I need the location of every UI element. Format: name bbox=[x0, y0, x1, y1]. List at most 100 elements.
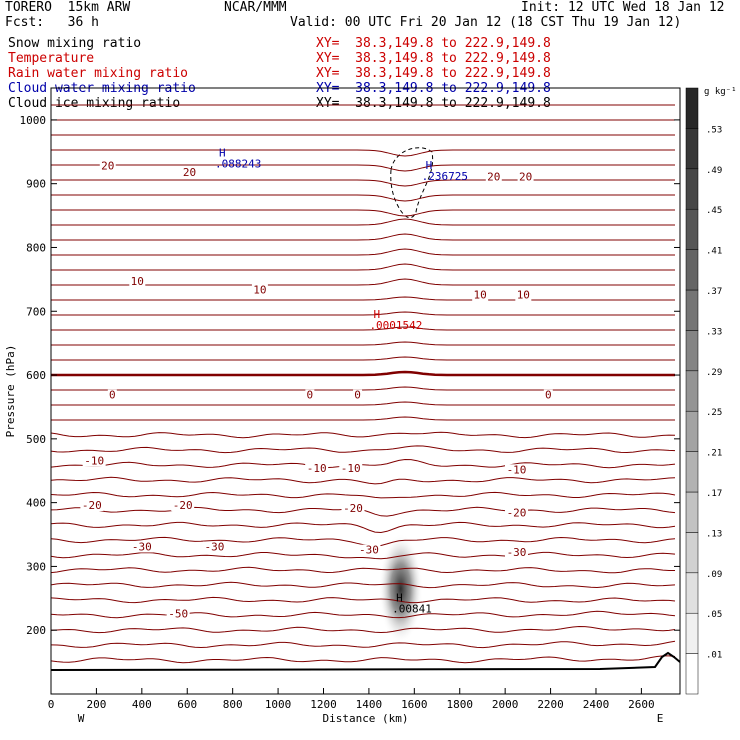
isotherm-line bbox=[51, 370, 675, 377]
legend-snow-name: Snow mixing ratio bbox=[8, 36, 142, 51]
colorbar-swatch bbox=[685, 208, 699, 250]
colorbar-tick-label: .41 bbox=[706, 247, 722, 257]
terrain-line bbox=[51, 651, 680, 671]
isotherm-line bbox=[51, 536, 676, 547]
x-tick-label: 800 bbox=[223, 698, 243, 711]
x-tick-label: 400 bbox=[132, 698, 152, 711]
isotherm-line bbox=[51, 551, 676, 560]
isotherm-line bbox=[51, 278, 675, 286]
temperature-contours bbox=[51, 104, 676, 664]
x-tick-label: 2000 bbox=[492, 698, 519, 711]
colorbar-swatch bbox=[685, 410, 699, 452]
isotherm-line bbox=[51, 149, 675, 157]
model-title: TORERO 15km ARW bbox=[5, 0, 131, 15]
legend-rain-name: Rain water mixing ratio bbox=[8, 66, 189, 81]
label-background bbox=[517, 171, 534, 183]
isotherm-label: 10 bbox=[474, 289, 487, 302]
label-background bbox=[341, 503, 365, 515]
colorbar-swatch bbox=[685, 330, 699, 372]
colorbar-tick-label: .09 bbox=[706, 570, 722, 580]
isotherm-line bbox=[51, 401, 675, 406]
label-background bbox=[130, 541, 154, 553]
snow-field-shade bbox=[378, 533, 423, 644]
isotherm-line bbox=[51, 610, 676, 619]
isotherm-label: 0 bbox=[354, 389, 361, 402]
label-background bbox=[472, 289, 489, 301]
label-background bbox=[202, 541, 226, 553]
colorbar-tick-label: .21 bbox=[706, 449, 722, 459]
isotherm-line bbox=[51, 566, 675, 574]
isotherm-line bbox=[51, 233, 675, 241]
colorbar-swatch bbox=[685, 168, 699, 210]
isotherm-label: 10 bbox=[253, 283, 266, 296]
contour-labels: -50 -30 -30 -30 -30 -20 -20 -20 -20 -10 -10 -10 -10 0… bbox=[80, 160, 553, 620]
colorbar-swatch bbox=[685, 249, 699, 291]
colorbar-swatch bbox=[685, 572, 699, 614]
isotherm-line bbox=[51, 581, 676, 589]
y-tick-label: 800 bbox=[26, 241, 46, 254]
label-background bbox=[181, 167, 198, 179]
isotherm-label: 20 bbox=[519, 170, 532, 183]
isotherm-label: -30 bbox=[359, 544, 379, 557]
isotherm-label: 20 bbox=[101, 160, 114, 173]
isotherm-label: -10 bbox=[507, 463, 527, 476]
colorbar-tick-label: .13 bbox=[706, 529, 722, 539]
isotherm-label: 0 bbox=[109, 389, 116, 402]
colorbar-swatch bbox=[685, 653, 699, 695]
label-background bbox=[505, 547, 529, 559]
isotherm-line bbox=[51, 356, 675, 361]
y-tick-label: 200 bbox=[26, 624, 46, 637]
isotherm-line bbox=[51, 458, 676, 469]
legend-cloudice-xy: XY= 38.3,149.8 to 222.9,149.8 bbox=[316, 96, 551, 111]
isotherm-line bbox=[51, 263, 675, 271]
label-background bbox=[99, 160, 116, 172]
legend-temp-name: Temperature bbox=[8, 51, 95, 66]
isotherm-line bbox=[51, 341, 675, 346]
x-axis-title: Distance (km) bbox=[322, 712, 408, 725]
isotherm-line bbox=[51, 445, 676, 454]
colorbar-swatch bbox=[685, 491, 699, 533]
isotherm-label: -20 bbox=[82, 499, 102, 512]
isotherm-label: 20 bbox=[183, 166, 196, 179]
colorbar-swatch bbox=[685, 370, 699, 412]
isotherm-label: 0 bbox=[545, 389, 552, 402]
init-time: Init: 12 UTC Wed 18 Jan 12 bbox=[521, 0, 725, 15]
label-background bbox=[339, 463, 363, 475]
extremum-value: .236725 bbox=[422, 170, 468, 183]
colorbar-swatch bbox=[685, 289, 699, 331]
legend-rain-xy: XY= 38.3,149.8 to 222.9,149.8 bbox=[316, 66, 551, 81]
isotherm-line bbox=[51, 655, 676, 664]
label-background bbox=[129, 276, 146, 288]
isotherm-label: -10 bbox=[84, 454, 104, 467]
legend-cloudice-name: Cloud ice mixing ratio bbox=[8, 96, 181, 111]
colorbar-swatch bbox=[685, 532, 699, 574]
isotherm-line bbox=[51, 596, 676, 604]
x-tick-label: 0 bbox=[48, 698, 55, 711]
colorbar-tick-label: .05 bbox=[706, 610, 722, 620]
legend-temp-xy: XY= 38.3,149.8 to 222.9,149.8 bbox=[316, 51, 551, 66]
isotherm-label: 0 bbox=[307, 389, 314, 402]
isotherm-line bbox=[51, 491, 676, 499]
colorbar-swatch bbox=[685, 128, 699, 170]
isotherm-line bbox=[51, 311, 675, 316]
snow-contour bbox=[390, 147, 434, 219]
east-label: E bbox=[657, 712, 664, 725]
extremum-mark: H bbox=[426, 159, 433, 172]
isotherm-line bbox=[51, 326, 675, 331]
isotherm-label: -30 bbox=[507, 546, 527, 559]
label-background bbox=[515, 289, 532, 301]
label-background bbox=[505, 464, 529, 476]
y-tick-label: 1000 bbox=[20, 114, 47, 127]
label-background bbox=[485, 171, 502, 183]
legend-cloudwater-name: Cloud water mixing ratio bbox=[8, 81, 196, 96]
isotherm-label: -10 bbox=[307, 462, 327, 475]
isotherm-label: -20 bbox=[507, 507, 527, 520]
plot-frame bbox=[50, 87, 681, 695]
y-axis-title: Pressure (hPa) bbox=[4, 345, 17, 438]
isotherm-line bbox=[51, 431, 676, 439]
colorbar-tick-label: .49 bbox=[706, 166, 722, 176]
isotherm-label: -30 bbox=[205, 540, 225, 553]
x-tick-label: 1000 bbox=[265, 698, 292, 711]
